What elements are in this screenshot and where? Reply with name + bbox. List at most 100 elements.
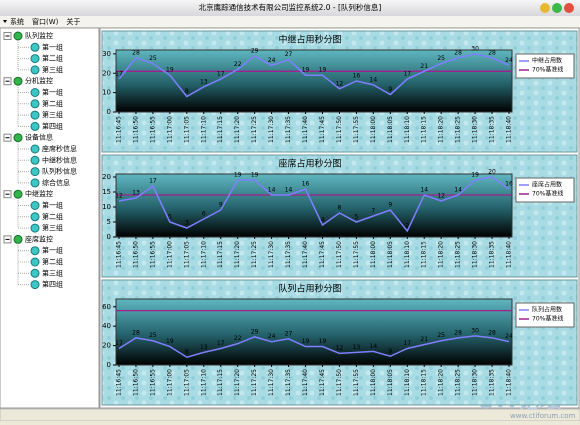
legend-box [515,177,575,203]
data-label: 17 [217,71,225,78]
x-tick-label: 11:17:30 [268,241,275,268]
data-label: 12 [336,345,344,352]
y-tick-label: 15 [102,188,111,196]
legend-label: 70%基准线 [532,66,563,74]
x-tick-label: 11:18:35 [489,116,496,143]
y-tick-label: 10 [102,89,111,97]
minimize-button[interactable] [540,3,550,13]
x-tick-label: 11:17:45 [319,241,326,268]
item-icon [30,155,40,165]
tree-panel [0,27,100,409]
tree-item[interactable]: 第一组 [42,42,63,51]
data-label: 16 [505,181,513,188]
data-line [118,176,510,233]
data-label: 13 [353,344,361,351]
x-tick-label: 11:16:55 [149,369,156,396]
tree-item[interactable]: 第四组 [42,121,63,130]
x-tick-label: 11:18:35 [489,369,496,396]
x-tick-label: 11:17:25 [251,369,258,396]
data-label: 27 [285,330,293,337]
tree-item[interactable]: 第二组 [42,257,63,266]
data-label: 17 [115,71,123,78]
group-icon [13,76,23,86]
y-tick-label: 0 [107,361,111,369]
menu-item[interactable]: 窗口(W) [32,17,59,26]
tree-item[interactable]: 第三组 [42,65,63,74]
x-tick-label: 11:17:55 [353,241,360,268]
tree-item[interactable]: 第二组 [42,212,63,221]
x-tick-label: 11:18:30 [472,241,479,268]
x-tick-label: 11:17:40 [302,116,309,143]
menu-item[interactable]: 系统 [10,17,24,26]
data-label: 19 [251,172,259,179]
tree-item[interactable]: 第三组 [42,223,63,232]
tree-item[interactable]: 综合信息 [42,178,70,187]
item-icon [30,212,40,222]
x-tick-label: 11:16:45 [116,369,123,396]
data-label: 24 [505,57,513,64]
tree-group[interactable]: 设备信息 [25,133,53,142]
tree-item[interactable]: 第二组 [42,99,63,108]
x-tick-label: 11:17:30 [268,116,275,143]
tree-item[interactable]: 中继秒信息 [42,155,77,164]
tree-group[interactable]: 分机监控 [25,76,53,85]
x-tick-label: 11:18:25 [455,116,462,143]
item-icon [30,99,40,109]
x-tick-label: 11:17:55 [353,116,360,143]
tree-group[interactable]: 座席监控 [25,234,53,243]
maximize-button[interactable] [552,3,562,13]
tree-item[interactable]: 第三组 [42,110,63,119]
x-tick-label: 11:18:25 [455,369,462,396]
data-label: 8 [338,205,342,212]
data-label: 27 [285,51,293,58]
data-label: 12 [336,80,344,87]
chart-title: 座席占用秒分图 [278,158,341,170]
data-label: 6 [202,211,206,218]
y-tick-label: 0 [107,108,111,116]
x-tick-label: 11:17:05 [183,241,190,268]
data-label: 13 [200,344,208,351]
tree-item[interactable]: 队列秒信息 [42,167,77,176]
x-tick-label: 11:17:10 [200,369,207,396]
tree-item[interactable]: 座席秒信息 [42,144,77,153]
data-label: 13 [132,190,140,197]
data-label: 16 [353,73,361,80]
y-tick-label: 0 [107,233,111,241]
tree-item[interactable]: 第三组 [42,268,63,277]
x-tick-label: 11:18:20 [438,116,445,143]
data-label: 22 [234,335,242,342]
tree-group[interactable]: 队列监控 [25,31,53,40]
data-label: 5 [354,214,358,221]
data-label: 29 [251,47,259,54]
data-label: 8 [185,88,189,95]
tree-group[interactable]: 中继监控 [25,189,53,198]
data-label: 20 [488,169,496,176]
data-label: 8 [185,349,189,356]
data-label: 14 [285,187,293,194]
x-tick-label: 11:17:20 [234,369,241,396]
tree-item[interactable]: 第二组 [42,54,63,63]
watermark-url: www.ctiforum.com [510,412,576,420]
x-tick-label: 11:17:05 [183,116,190,143]
item-icon [30,178,40,188]
menu-item[interactable]: 关于 [66,17,80,26]
x-tick-label: 11:17:35 [285,241,292,268]
x-tick-label: 11:17:25 [251,116,258,143]
close-button[interactable] [564,3,574,13]
item-icon [30,246,40,256]
x-tick-label: 11:17:40 [302,241,309,268]
tree-item[interactable]: 第一组 [42,88,63,97]
tree-item[interactable]: 第一组 [42,201,63,210]
tree-item[interactable]: 第一组 [42,246,63,255]
x-tick-label: 11:18:15 [421,369,428,396]
data-label: 25 [437,55,445,62]
tree-item[interactable]: 第四组 [42,280,63,289]
data-label: 25 [437,332,445,339]
data-label: 17 [403,71,411,78]
data-label: 28 [132,49,140,56]
data-label: 19 [166,338,174,345]
data-label: 21 [420,336,428,343]
legend-box [515,302,575,328]
x-tick-label: 11:18:05 [387,369,394,396]
